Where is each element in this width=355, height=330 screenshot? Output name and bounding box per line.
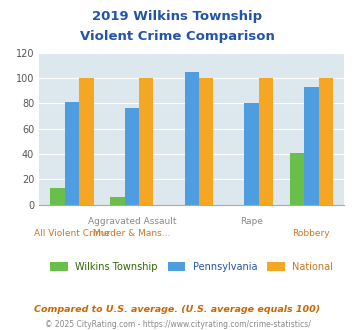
Text: 2019 Wilkins Township: 2019 Wilkins Township (92, 10, 263, 23)
Text: Aggravated Assault: Aggravated Assault (88, 217, 176, 226)
Bar (199, 78, 213, 205)
Bar (110, 197, 125, 205)
Legend: Wilkins Township, Pennsylvania, National: Wilkins Township, Pennsylvania, National (46, 258, 337, 276)
Bar (259, 78, 273, 205)
Text: Robbery: Robbery (293, 229, 330, 238)
Text: Violent Crime Comparison: Violent Crime Comparison (80, 30, 275, 43)
Bar (244, 103, 259, 205)
Text: Rape: Rape (240, 217, 263, 226)
Text: © 2025 CityRating.com - https://www.cityrating.com/crime-statistics/: © 2025 CityRating.com - https://www.city… (45, 320, 310, 329)
Bar (304, 87, 318, 205)
Bar (79, 78, 93, 205)
Bar (125, 109, 139, 205)
Bar (50, 188, 65, 205)
Bar (290, 153, 304, 205)
Bar (318, 78, 333, 205)
Text: Murder & Mans...: Murder & Mans... (93, 229, 170, 238)
Text: Compared to U.S. average. (U.S. average equals 100): Compared to U.S. average. (U.S. average … (34, 305, 321, 314)
Bar (139, 78, 153, 205)
Bar (185, 72, 199, 205)
Bar (65, 102, 79, 205)
Text: All Violent Crime: All Violent Crime (34, 229, 110, 238)
